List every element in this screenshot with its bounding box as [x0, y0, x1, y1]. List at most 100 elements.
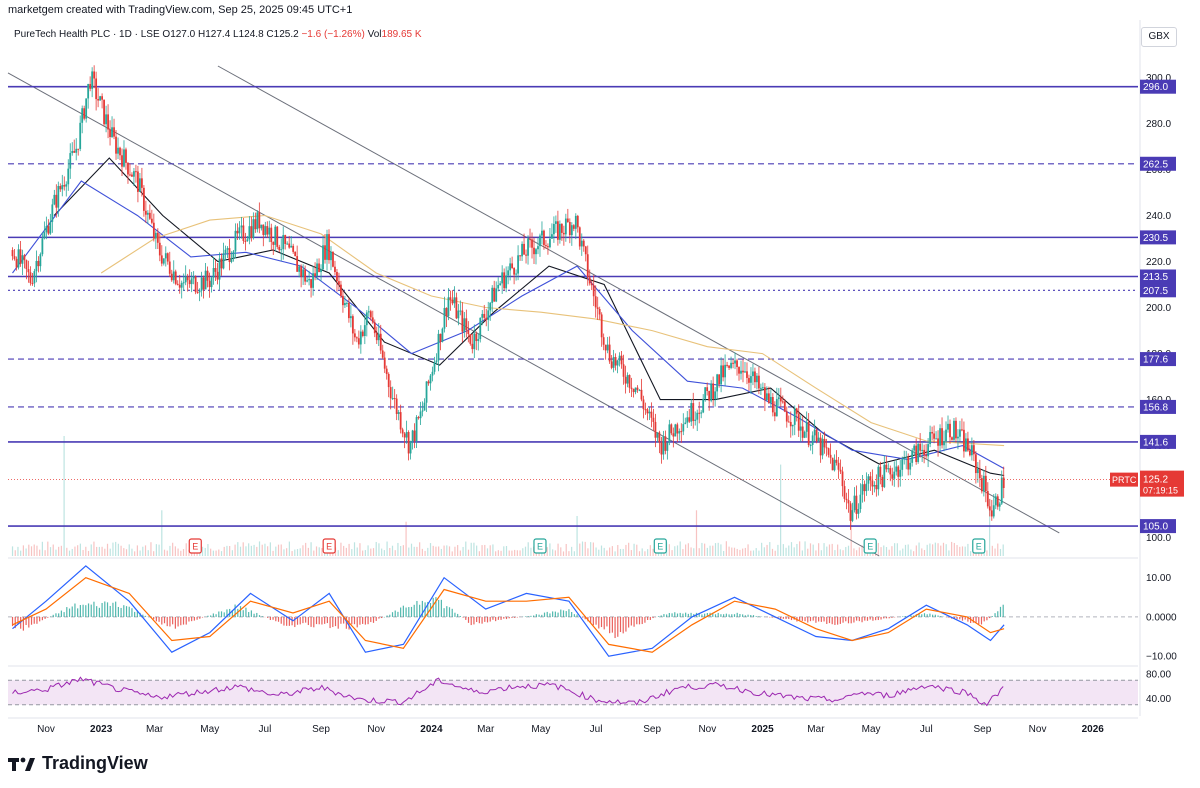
macd-histogram-bar	[826, 616, 828, 624]
time-tick-label: Sep	[643, 724, 661, 735]
candle-body	[137, 171, 139, 192]
macd-pane[interactable]: 10.00 0.0000 −10.00	[8, 557, 1177, 663]
candle-body	[202, 277, 205, 290]
candle-body	[379, 333, 382, 351]
macd-histogram-bar	[731, 614, 733, 617]
main-pane[interactable]: 100.0120.0140.0160.0180.0200.0220.0240.0…	[7, 20, 1184, 716]
candle-body	[650, 411, 653, 418]
volume-bar	[60, 545, 62, 556]
volume-bar	[818, 543, 820, 556]
candle-body	[395, 398, 398, 414]
rsi-pane[interactable]: 80.00 40.00	[8, 665, 1171, 707]
volume-bar	[218, 549, 220, 556]
candle-body	[666, 442, 669, 451]
candle-body	[847, 500, 850, 504]
earnings-marker[interactable]	[972, 538, 986, 554]
tradingview-brand[interactable]: TradingView	[8, 753, 148, 774]
earnings-marker[interactable]	[533, 538, 547, 554]
candle-body	[425, 381, 428, 403]
macd-histogram-bar	[497, 616, 499, 620]
candle-body	[598, 308, 601, 315]
volume-bar	[600, 545, 603, 556]
volume-bar	[106, 543, 109, 556]
volume-bar	[14, 550, 16, 556]
volume-bar	[516, 550, 518, 556]
volume-bar	[446, 545, 448, 556]
candle-body	[823, 438, 826, 448]
volume-bar	[481, 545, 483, 556]
trend-line[interactable]	[217, 65, 1060, 534]
macd-histogram-bar	[188, 616, 190, 622]
macd-histogram-bar	[592, 616, 594, 626]
candle-body	[479, 317, 482, 339]
candle-body	[578, 227, 581, 247]
volume-bar	[500, 550, 502, 556]
candle-body	[919, 443, 922, 451]
candle-body	[616, 360, 619, 366]
volume-bar	[337, 550, 339, 556]
candle-body	[363, 325, 366, 336]
candle-body	[81, 108, 84, 123]
candle-body	[893, 471, 896, 479]
volume-bar	[302, 545, 304, 556]
macd-histogram-bar	[972, 616, 974, 623]
macd-histogram-bar	[853, 616, 855, 623]
macd-histogram-bar	[533, 615, 535, 617]
macd-histogram-bar	[343, 616, 345, 624]
volume-bar	[112, 542, 114, 556]
earnings-marker[interactable]	[322, 538, 336, 554]
candle-body	[652, 417, 655, 422]
candle-body	[238, 227, 241, 234]
candle-body	[451, 299, 454, 304]
candle-body	[702, 398, 705, 413]
macd-histogram-bar	[457, 613, 459, 617]
macd-histogram-bar	[847, 616, 850, 624]
macd-histogram-bar	[207, 615, 209, 617]
symbol-title[interactable]: PureTech Health PLC · 1D · LSE	[14, 29, 160, 40]
volume-bar	[22, 545, 24, 556]
macd-histogram-bar	[275, 616, 277, 622]
candle-body	[769, 397, 772, 403]
candle-body	[925, 454, 928, 457]
macd-histogram-bar	[277, 616, 280, 622]
candle-body	[519, 255, 521, 257]
candle-body	[915, 445, 918, 462]
macd-histogram-bar	[291, 616, 293, 626]
macd-histogram-bar	[416, 600, 418, 617]
candle-body	[49, 221, 52, 234]
volume-bar	[144, 545, 147, 556]
created-caption: marketgem created with TradingView.com, …	[8, 4, 353, 16]
candle-body	[373, 322, 376, 334]
candle-body	[156, 232, 159, 243]
macd-histogram-bar	[573, 614, 575, 617]
macd-histogram-bar	[554, 611, 556, 617]
earnings-marker[interactable]	[863, 538, 877, 554]
volume-bar	[277, 544, 280, 556]
volume-bar	[861, 545, 863, 556]
candle-body	[690, 403, 693, 422]
volume-bar	[617, 545, 619, 556]
currency-button[interactable]: GBX	[1141, 27, 1177, 47]
volume-bar	[877, 542, 879, 556]
candle-body	[513, 268, 516, 275]
candle-body	[760, 387, 762, 389]
volume-bar	[98, 546, 100, 556]
macd-histogram-bar	[410, 606, 413, 617]
earnings-marker[interactable]	[653, 538, 667, 554]
candle-body	[939, 428, 941, 446]
time-axis[interactable]: Nov 2023 Mar May Jul Sep Nov 2024 Mar May Jul Sep No…	[8, 717, 1138, 735]
candle-body	[172, 271, 175, 281]
macd-histogram-bar	[210, 615, 212, 617]
volume-bar	[953, 542, 955, 556]
candle-body	[216, 271, 219, 280]
macd-tick-label: 10.00	[1146, 573, 1171, 584]
candle-body	[875, 484, 878, 490]
macd-histogram-bar	[90, 604, 92, 617]
earnings-marker[interactable]	[188, 538, 202, 554]
volume-bar	[503, 546, 505, 556]
candle-body	[664, 436, 667, 451]
candle-body	[963, 429, 965, 452]
candle-body	[131, 174, 133, 177]
macd-histogram-bar	[177, 616, 179, 627]
